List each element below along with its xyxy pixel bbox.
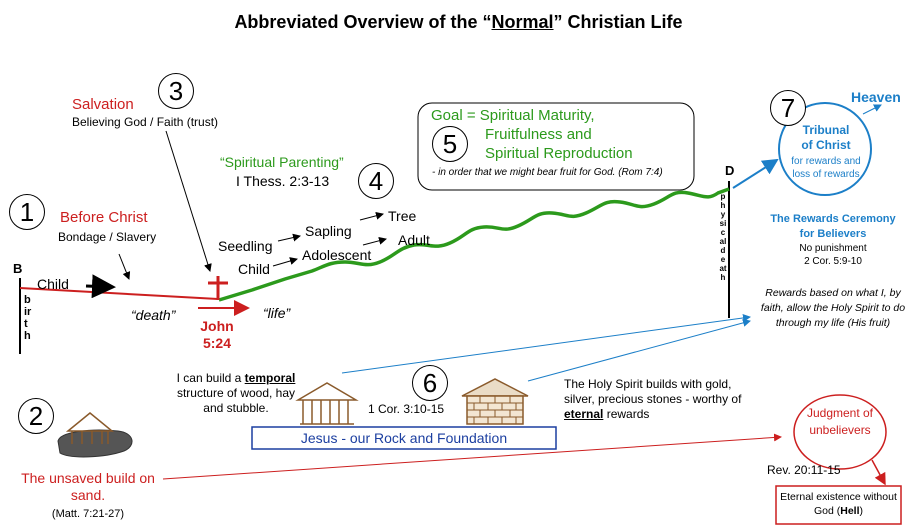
- salvation-sub: Believing God / Faith (trust): [72, 115, 219, 129]
- cor-ref: 1 Cor. 3:10-15: [368, 402, 445, 416]
- step-1-badge: 1: [9, 194, 45, 230]
- eternal-word: eternal: [564, 407, 604, 421]
- rewards-sub-2: 2 Cor. 5:9-10: [804, 256, 862, 267]
- hell-arrow: [871, 459, 886, 486]
- adult-label: Adult: [398, 232, 430, 248]
- goal-line-3: Spiritual Reproduction: [485, 145, 633, 162]
- child-label: Child: [238, 261, 270, 277]
- arrow-child-adolescent: [272, 257, 298, 267]
- hell-word: Hell: [840, 505, 860, 517]
- foundation-box: [251, 426, 557, 450]
- bondage-line: [19, 287, 219, 300]
- bondage-arrow: [118, 253, 131, 280]
- title-emphasis: Normal: [491, 12, 554, 32]
- life-quote: “life”: [263, 305, 291, 321]
- tribunal-sub: for rewards and loss of rewards: [791, 156, 861, 180]
- step-7-badge: 7: [770, 90, 806, 126]
- tree-label: Tree: [388, 208, 417, 224]
- marker-d: D: [725, 163, 735, 178]
- step-4-badge: 4: [358, 163, 394, 199]
- seedling-label: Seedling: [218, 238, 273, 254]
- unsaved-label: The unsaved build on sand.: [21, 470, 155, 503]
- unsaved-ref: (Matt. 7:21-27): [51, 508, 125, 520]
- adolescent-label: Adolescent: [302, 247, 372, 263]
- temporal-word: temporal: [244, 371, 296, 385]
- tribunal-title: Tribunal of Christ: [801, 123, 851, 152]
- judgment-arrow: [162, 433, 782, 480]
- heaven-label: Heaven: [851, 89, 901, 105]
- death-quote: “death”: [131, 307, 176, 323]
- parenting-label: “Spiritual Parenting”: [220, 154, 344, 170]
- temporal-text: I can build a temporal structure of wood…: [176, 371, 296, 415]
- growth-line: [218, 187, 730, 302]
- birth-label: birth: [24, 294, 32, 342]
- reward-arrow-1: [341, 313, 751, 374]
- tribunal-circle: [778, 102, 872, 196]
- foundation-label: Jesus - our Rock and Foundation: [300, 430, 508, 446]
- d-to-tribunal-arrow: [732, 158, 779, 189]
- cross-icon: [208, 276, 228, 300]
- judgment-ref: Rev. 20:11-15: [767, 463, 841, 477]
- salvation-label: Salvation: [72, 96, 134, 113]
- john-ref: John 5:24: [200, 318, 234, 351]
- sand-hut-icon: [57, 412, 133, 458]
- arrow-seedling-sapling: [277, 233, 301, 242]
- rewards-title: The Rewards Ceremony for Believers: [770, 213, 896, 240]
- judgment-label: Judgment of unbelievers: [806, 406, 874, 437]
- goal-line-2: Fruitfulness and: [485, 126, 592, 143]
- salvation-arrow: [165, 130, 212, 272]
- sapling-label: Sapling: [305, 223, 352, 239]
- arrow-adolescent-adult: [362, 236, 387, 246]
- parenting-ref: I Thess. 2:3-13: [236, 173, 330, 189]
- goal-line-1: Goal = Spiritual Maturity,: [431, 107, 595, 124]
- before-christ-label: Before Christ: [60, 209, 148, 226]
- before-christ-sub: Bondage / Slavery: [58, 230, 157, 244]
- child-arrow: [85, 274, 116, 299]
- eternal-text: The Holy Spirit builds with gold, silver…: [564, 377, 742, 421]
- hell-text: Eternal existence without God (Hell): [780, 491, 897, 517]
- reward-arrow-2: [527, 318, 751, 382]
- page-title: Abbreviated Overview of the “Normal” Chr…: [234, 12, 683, 32]
- rewards-note: Rewards based on what I, by faith, allow…: [760, 287, 906, 329]
- physical-death-label: physical death: [719, 192, 727, 282]
- goal-box: [417, 102, 695, 191]
- marker-b: B: [13, 261, 23, 276]
- rewards-sub-1: No punishment: [799, 243, 867, 254]
- wood-hut-icon: [295, 382, 359, 425]
- step-6-badge: 6: [412, 365, 448, 401]
- judgment-circle: [793, 394, 887, 470]
- hell-box: [775, 485, 902, 525]
- brick-house-icon: [461, 378, 529, 425]
- step-3-badge: 3: [158, 73, 194, 109]
- heaven-arrow: [862, 104, 882, 115]
- step-2-badge: 2: [18, 398, 54, 434]
- arrow-sapling-tree: [359, 211, 384, 221]
- child-left-label: Child: [37, 276, 69, 292]
- step-5-badge: 5: [432, 126, 468, 162]
- goal-note: - in order that we might bear fruit for …: [432, 167, 663, 178]
